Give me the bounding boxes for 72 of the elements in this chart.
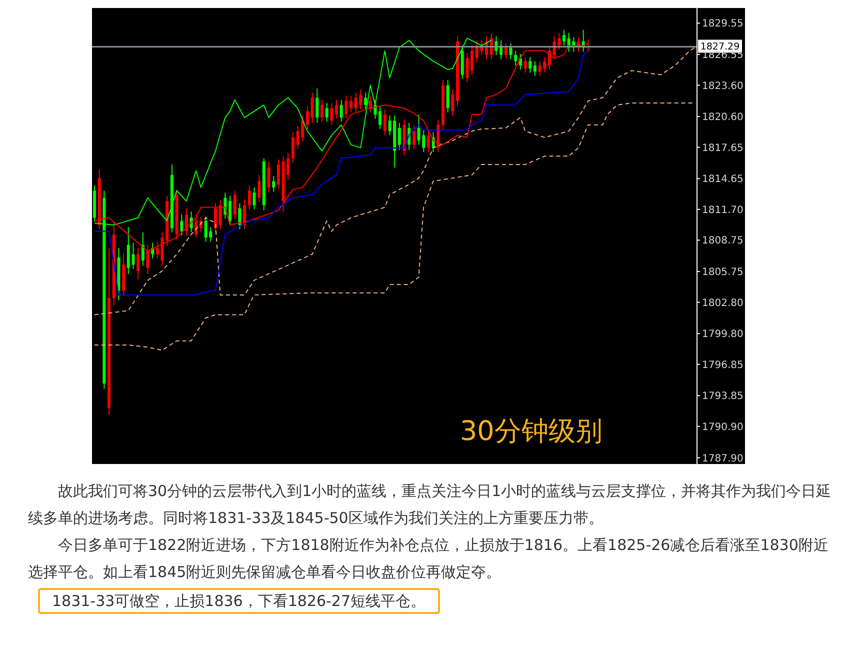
candlestick	[383, 108, 386, 136]
candlestick	[548, 46, 551, 70]
candlestick	[378, 106, 382, 130]
candlestick	[272, 176, 276, 192]
candlestick	[426, 130, 430, 152]
y-tick-label: 1802.80	[702, 298, 744, 309]
y-tick-label: 1814.65	[702, 174, 744, 186]
candlestick	[528, 56, 532, 74]
candlestick	[194, 214, 198, 238]
candlestick	[514, 50, 518, 66]
candlestick	[320, 99, 324, 122]
text: 30分钟级别	[460, 415, 602, 449]
y-tick-label: 1805.75	[702, 267, 744, 278]
candlestick	[524, 56, 527, 74]
candlestick	[335, 99, 338, 120]
text: 今日多单可于1822附近进场，下方1818附近作为补仓点位，止损放于1816。上看1825-26减仓后看涨至1830附近选择平仓。如上看1845附近则先保留减仓单看今日收盘价位再做定夺。	[28, 535, 830, 583]
candlestick	[446, 80, 450, 113]
line-series	[94, 47, 696, 316]
y-tick-label: 1823.60	[702, 80, 744, 92]
candlestick	[344, 95, 348, 120]
y-tick-label: 1787.90	[702, 453, 744, 464]
candlestick	[258, 174, 261, 203]
candlestick	[470, 45, 474, 76]
candlestick	[509, 42, 512, 60]
candlestick	[325, 102, 328, 122]
candlestick	[233, 190, 236, 220]
candlestick	[228, 195, 232, 226]
candlestick	[248, 184, 251, 210]
ref-line-label: 1827.29	[700, 42, 740, 53]
candlestick	[238, 202, 242, 230]
candlestick	[184, 208, 188, 236]
candlestick	[252, 186, 256, 210]
candlestick	[388, 114, 392, 136]
candlestick	[330, 102, 334, 126]
candlestick	[214, 202, 217, 233]
y-tick-label: 1793.85	[702, 391, 744, 402]
y-tick-label: 1799.80	[702, 329, 744, 340]
y-tick-label: 1808.75	[702, 236, 744, 247]
y-tick-label: 1829.55	[702, 18, 744, 30]
candlestick	[398, 122, 401, 150]
candlestick	[504, 42, 508, 60]
candlestick	[141, 232, 144, 266]
line-series	[94, 102, 696, 351]
candlestick	[310, 92, 314, 124]
candlestick	[267, 160, 270, 194]
candlestick	[460, 45, 464, 80]
text: 1831-33可做空，止损1836，下看1826-27短线平仓。	[38, 588, 440, 614]
candlestick	[276, 158, 280, 190]
candlestick	[412, 125, 416, 150]
candlestick	[136, 248, 140, 280]
candlestick	[291, 132, 294, 163]
candlestick	[436, 119, 440, 152]
candlestick	[306, 106, 309, 130]
candlestick	[243, 200, 246, 230]
y-tick-label: 1796.85	[702, 360, 744, 371]
y-tick-label: 1790.90	[702, 422, 744, 433]
candlestick	[350, 95, 353, 113]
candlestick	[368, 95, 372, 113]
candlestick	[316, 88, 319, 124]
line-series	[94, 50, 589, 296]
candlestick	[340, 99, 343, 122]
text: 故此我们可将30分钟的云层带代入到1小时的蓝线，重点关注今日1小时的蓝线与云层支撑位，并将其作为我们今日延续多单的进场考虑。同时将1831-33及1845-50区域作为我们关注的上方重要压力带。	[28, 481, 832, 529]
y-tick-label: 1811.70	[702, 204, 744, 216]
candlestick	[533, 60, 536, 76]
candlestick	[218, 200, 222, 230]
candlestick	[180, 214, 184, 236]
candlestick	[466, 52, 469, 83]
candlestick	[451, 88, 454, 116]
candlestick	[562, 29, 566, 46]
y-tick-label: 1817.65	[702, 142, 744, 154]
y-tick-label: 1820.60	[702, 112, 744, 124]
candlestick	[364, 92, 368, 110]
